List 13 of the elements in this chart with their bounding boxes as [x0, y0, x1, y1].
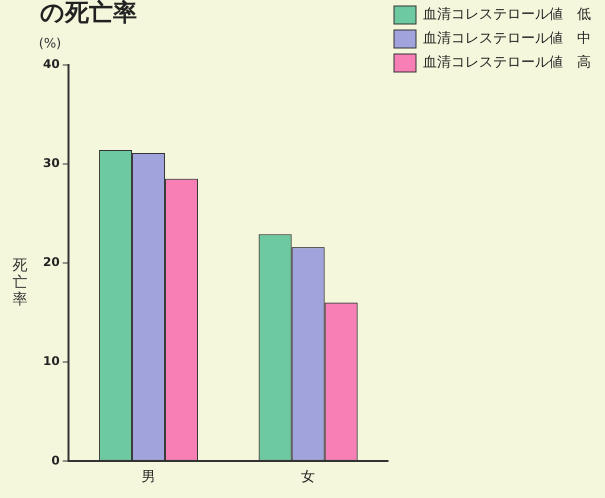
- y-tick-label: 0: [51, 453, 60, 468]
- x-tick-label: 男: [142, 469, 156, 486]
- legend-label: 血清コレステロール値 中: [423, 30, 591, 47]
- y-tick-label: 40: [42, 56, 60, 71]
- legend-label: 血清コレステロール値 高: [423, 54, 591, 71]
- chart-title: の死亡率: [40, 0, 137, 27]
- y-tick-label: 20: [42, 255, 60, 270]
- y-tick-label: 10: [42, 354, 60, 368]
- legend-label: 血清コレステロール値 低: [423, 6, 591, 23]
- y-tick-label: 30: [42, 156, 60, 170]
- text: (%): [38, 36, 62, 52]
- x-tick-label: 女: [301, 469, 316, 486]
- y-axis-title: 死亡率: [12, 256, 28, 308]
